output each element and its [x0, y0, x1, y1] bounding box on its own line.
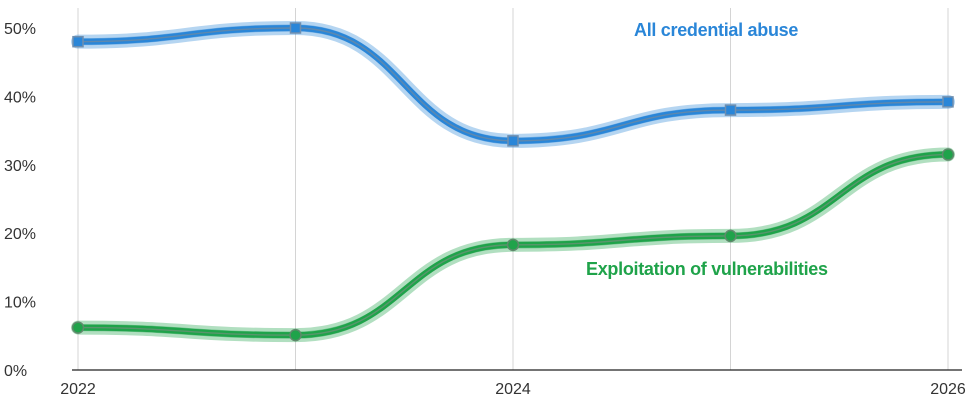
series-lines	[71, 20, 955, 343]
data-point	[724, 229, 737, 243]
series-labels: All credential abuse Exploitation of vul…	[586, 20, 828, 279]
series-label-vulnerabilities: Exploitation of vulnerabilities	[586, 259, 828, 279]
data-point	[724, 104, 737, 116]
x-tick-label: 2024	[495, 381, 531, 398]
x-tick-label: 2026	[930, 381, 966, 398]
y-tick-label: 0%	[4, 363, 27, 380]
series-1	[71, 147, 955, 343]
data-point	[72, 35, 84, 48]
x-tick-labels: 2022 2024 2026	[60, 381, 966, 398]
data-point	[942, 96, 954, 108]
data-point	[71, 321, 85, 334]
y-tick-label: 10%	[4, 295, 36, 312]
x-tick-label: 2022	[60, 381, 96, 398]
series-centerline	[77, 27, 949, 142]
y-tick-label: 40%	[4, 89, 36, 106]
data-point	[289, 22, 302, 34]
gridlines	[77, 8, 949, 370]
data-point	[507, 135, 519, 147]
y-tick-label: 30%	[4, 158, 36, 175]
y-tick-label: 50%	[4, 21, 36, 38]
data-point	[289, 328, 302, 342]
y-tick-labels: 0% 10% 20% 30% 40% 50%	[4, 21, 36, 380]
y-tick-label: 20%	[4, 226, 36, 243]
data-point	[941, 148, 955, 161]
series-label-credential-abuse: All credential abuse	[634, 20, 798, 40]
series-0	[71, 20, 955, 148]
data-point	[506, 238, 520, 252]
